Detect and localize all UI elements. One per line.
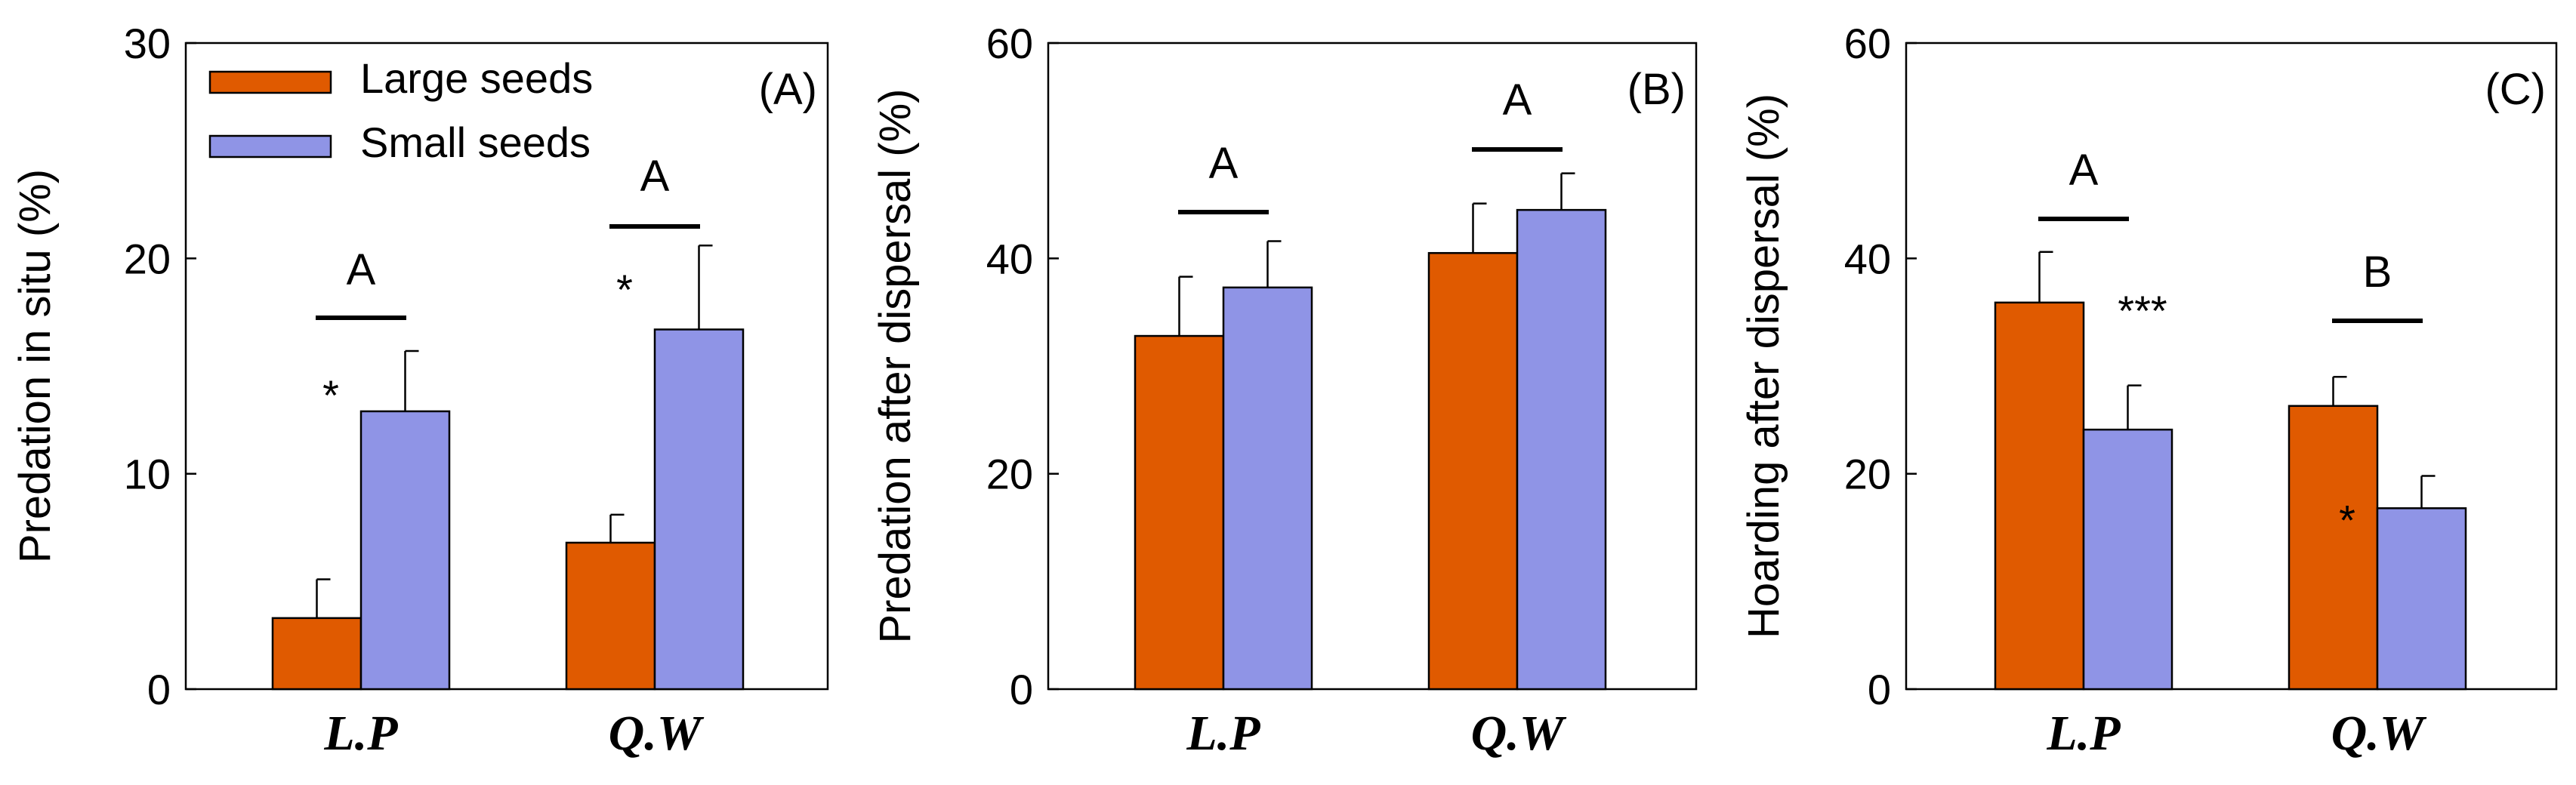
panel-label: (A) <box>759 65 817 114</box>
y-tick-label: 0 <box>147 666 171 713</box>
panel-c: 0 20 40 60 Hoarding after dispersal (%) (C) L.… <box>1739 20 2558 761</box>
y-tick-label: 10 <box>124 451 171 498</box>
y-tick-label: 20 <box>1844 451 1891 498</box>
bar-small-seeds <box>1222 286 1313 691</box>
legend-label: Small seeds <box>360 119 591 166</box>
group-letter: A <box>1209 139 1239 188</box>
y-tick-label: 20 <box>986 451 1033 498</box>
y-tick-label: 40 <box>1844 235 1891 282</box>
y-tick-label: 0 <box>1010 666 1033 713</box>
y-tick-label: 40 <box>986 235 1033 282</box>
bar-small-seeds <box>1516 208 1607 691</box>
bar-small-seeds <box>653 328 745 691</box>
plot-frame <box>1047 42 1698 691</box>
x-category-label: Q.W <box>2331 706 2427 761</box>
y-tick-label: 20 <box>124 235 171 282</box>
y-axis-title: Predation in situ (%) <box>11 169 60 563</box>
group-letter: A <box>2069 146 2099 195</box>
plot-frame <box>1905 42 2558 691</box>
bar-large-seeds <box>1994 301 2085 691</box>
significance-marker: * <box>322 371 339 419</box>
legend-swatch <box>208 134 332 159</box>
group-letter: A <box>1503 75 1532 125</box>
panel-label: (B) <box>1627 65 1686 114</box>
y-axis-title: Predation after dispersal (%) <box>871 89 920 644</box>
group-letter: B <box>2363 248 2392 297</box>
x-category-label: L.P <box>323 706 398 761</box>
bar-large-seeds <box>565 541 656 691</box>
significance-marker: *** <box>2118 287 2167 334</box>
y-tick-label: 60 <box>986 20 1033 67</box>
bar-large-seeds <box>2288 405 2379 691</box>
y-tick-label: 60 <box>1844 20 1891 67</box>
bar-large-seeds <box>1427 251 1519 691</box>
x-category-label: Q.W <box>1471 706 1567 761</box>
bar-large-seeds <box>1134 334 1225 691</box>
panel-b: 0 20 40 60 Predation after dispersal (%) (B) L… <box>871 20 1698 761</box>
y-tick-label: 0 <box>1868 666 1891 713</box>
bar-small-seeds <box>359 410 451 691</box>
group-letter: A <box>347 245 376 294</box>
legend-swatch <box>208 70 332 94</box>
panel-label: (C) <box>2485 65 2546 114</box>
bar-large-seeds <box>271 617 362 691</box>
significance-marker: * <box>616 266 633 313</box>
legend-label: Large seeds <box>360 54 593 102</box>
legend: Large seeds Small seeds <box>208 54 593 166</box>
plot-frame <box>184 42 829 691</box>
bar-small-seeds <box>2082 428 2173 691</box>
x-category-label: L.P <box>1186 706 1260 761</box>
y-tick-label: 30 <box>124 20 171 67</box>
x-category-label: Q.W <box>609 706 705 761</box>
group-letter: A <box>640 152 670 201</box>
x-category-label: L.P <box>2046 706 2121 761</box>
panel-a: 0 10 20 30 Predation in situ (%) (A) L.P * A Q.W *… <box>11 20 829 761</box>
bar-small-seeds <box>2376 507 2467 691</box>
y-axis-title: Hoarding after dispersal (%) <box>1739 94 1788 639</box>
significance-marker: * <box>2339 497 2355 544</box>
